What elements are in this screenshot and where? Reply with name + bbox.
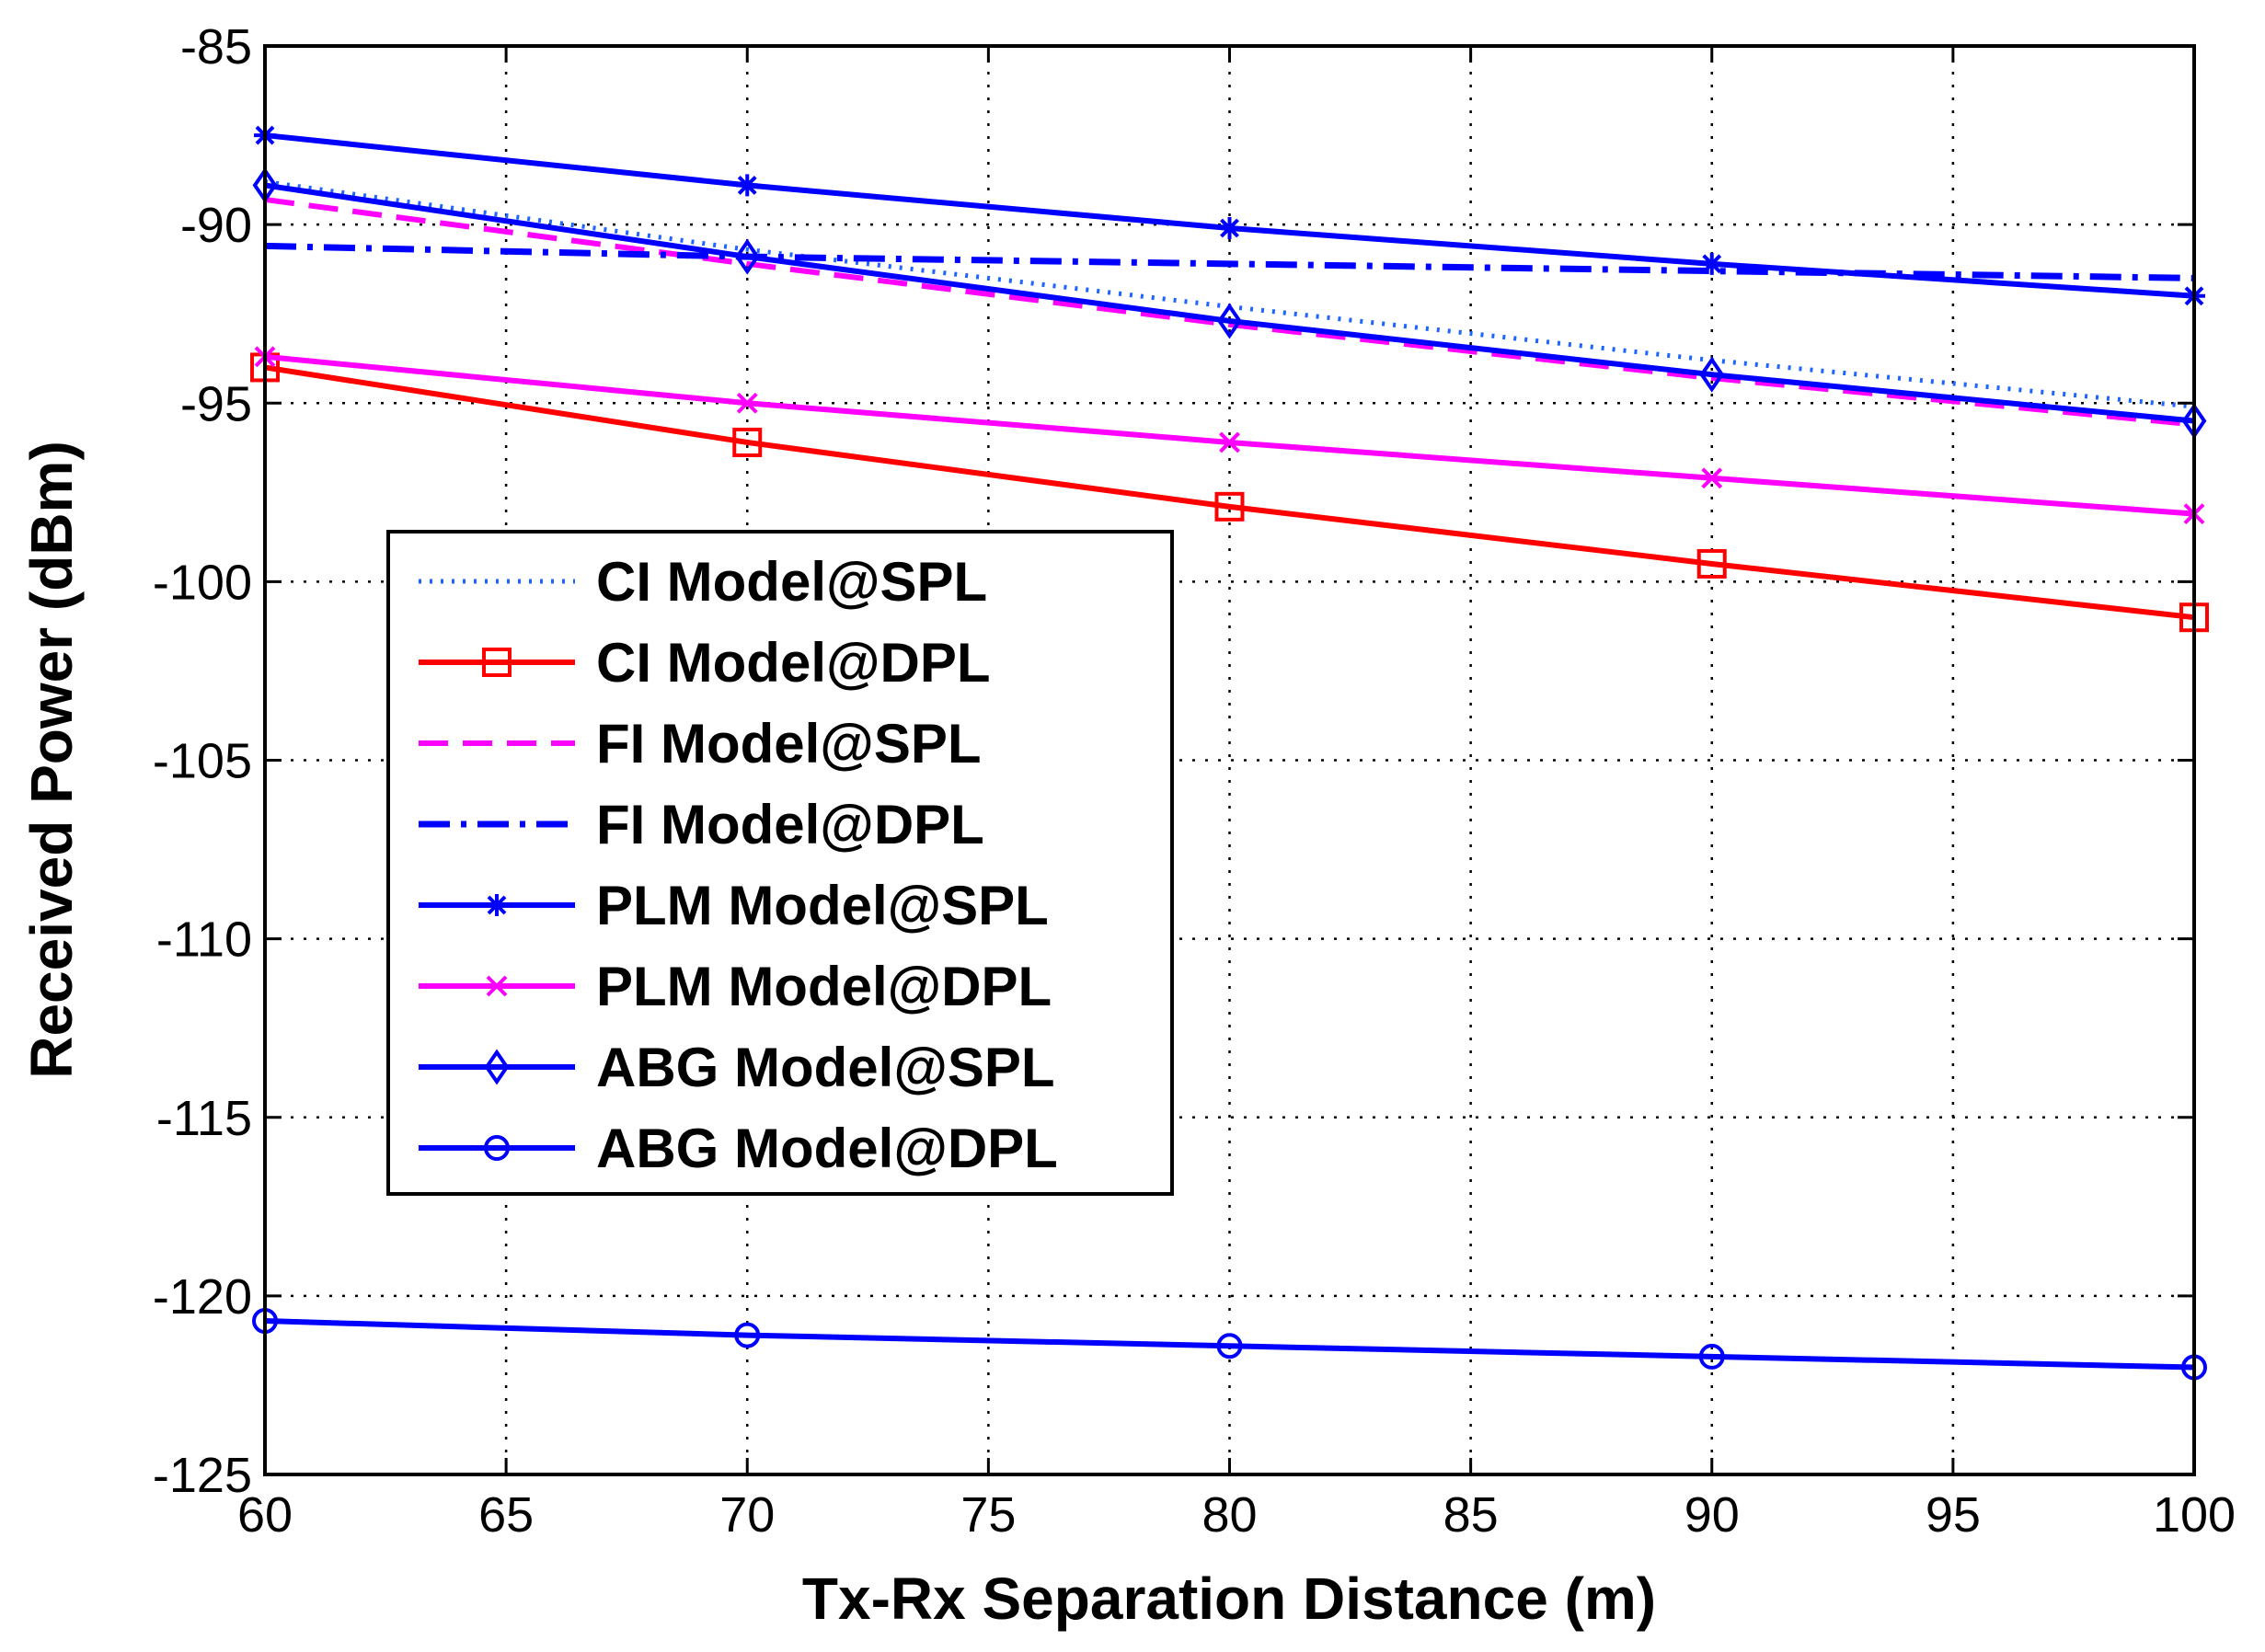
marker-square: [732, 427, 763, 457]
marker-circle: [734, 1322, 761, 1348]
x-tick-label: 95: [1926, 1487, 1981, 1543]
marker-diamond: [1699, 356, 1725, 393]
legend: CI Model@SPL CI Model@DPL FI Model@SPL FI M…: [386, 530, 1174, 1196]
legend-label: FI Model@DPL: [596, 794, 984, 855]
series-plm-model-dpl: [254, 346, 2205, 525]
marker-star: [486, 894, 508, 916]
legend-item: FI Model@SPL: [419, 713, 982, 774]
y-tick-label: -105: [153, 734, 252, 789]
x-tick-label: 65: [478, 1487, 534, 1543]
x-tick-label: 100: [2153, 1487, 2236, 1543]
marker-square: [1696, 548, 1727, 579]
marker-star: [1700, 252, 1723, 275]
series-line: [264, 182, 2195, 424]
legend-label: CI Model@SPL: [596, 551, 987, 613]
x-tick-label: 60: [237, 1487, 293, 1543]
marker-square: [1214, 491, 1245, 522]
y-tick-label: -125: [153, 1448, 252, 1503]
legend-label: ABG Model@DPL: [596, 1118, 1058, 1179]
x-tick-label: 70: [719, 1487, 775, 1543]
y-tick-label: -100: [153, 555, 252, 610]
x-tick-label: 75: [960, 1487, 1016, 1543]
marker-x: [736, 392, 758, 414]
y-tick-label: -120: [153, 1269, 252, 1325]
marker-diamond: [484, 1049, 510, 1085]
marker-circle: [1698, 1343, 1725, 1370]
marker-diamond: [1217, 303, 1242, 339]
y-tick-label: -90: [180, 198, 252, 253]
legend-item: FI Model@DPL: [419, 794, 984, 855]
x-tick-label: 90: [1684, 1487, 1740, 1543]
series-line: [264, 196, 2195, 428]
series-fi-model-spl: [264, 196, 2195, 428]
marker-x: [1219, 431, 1240, 453]
y-tick-label: -110: [156, 912, 252, 968]
legend-item: PLM Model@SPL: [419, 875, 1049, 936]
y-tick-label: -95: [180, 376, 252, 431]
legend-item: CI Model@SPL: [419, 551, 987, 613]
legend-item: ABG Model@DPL: [419, 1118, 1058, 1179]
legend-item: CI Model@DPL: [419, 632, 991, 694]
series-line: [264, 364, 2195, 621]
x-tick-label: 80: [1201, 1487, 1257, 1543]
series-abg-model-spl: [252, 166, 2207, 440]
legend-item: PLM Model@DPL: [419, 956, 1052, 1017]
x-axis-title: Tx-Rx Separation Distance (m): [802, 1566, 1656, 1632]
y-tick-label: -115: [156, 1091, 252, 1146]
series-line: [264, 1318, 2195, 1371]
marker-x: [1701, 467, 1723, 489]
marker-star: [1218, 217, 1241, 240]
y-axis-title: Received Power (dBm): [18, 441, 85, 1079]
marker-circle: [1216, 1333, 1243, 1359]
marker-star: [736, 174, 759, 197]
legend-label: PLM Model@SPL: [596, 875, 1049, 936]
legend-label: FI Model@SPL: [596, 713, 982, 774]
marker-square: [482, 648, 512, 677]
x-tick-label: 85: [1443, 1487, 1499, 1543]
axis-ticks: 60 65 70 75 80 85 90 95 100 -85 -90 -95 -100 -105 -110…: [153, 19, 2236, 1543]
legend-entries: CI Model@SPL CI Model@DPL FI Model@SPL FI M…: [419, 551, 1058, 1179]
legend-label: PLM Model@DPL: [596, 956, 1052, 1017]
marker-circle: [484, 1135, 510, 1161]
legend-label: CI Model@DPL: [596, 632, 991, 694]
marker-x: [486, 975, 508, 997]
legend-box: [386, 530, 1174, 1196]
legend-item: ABG Model@SPL: [419, 1037, 1055, 1098]
legend-label: ABG Model@SPL: [596, 1037, 1055, 1098]
y-tick-label: -85: [180, 19, 252, 75]
marker-diamond: [734, 238, 760, 275]
